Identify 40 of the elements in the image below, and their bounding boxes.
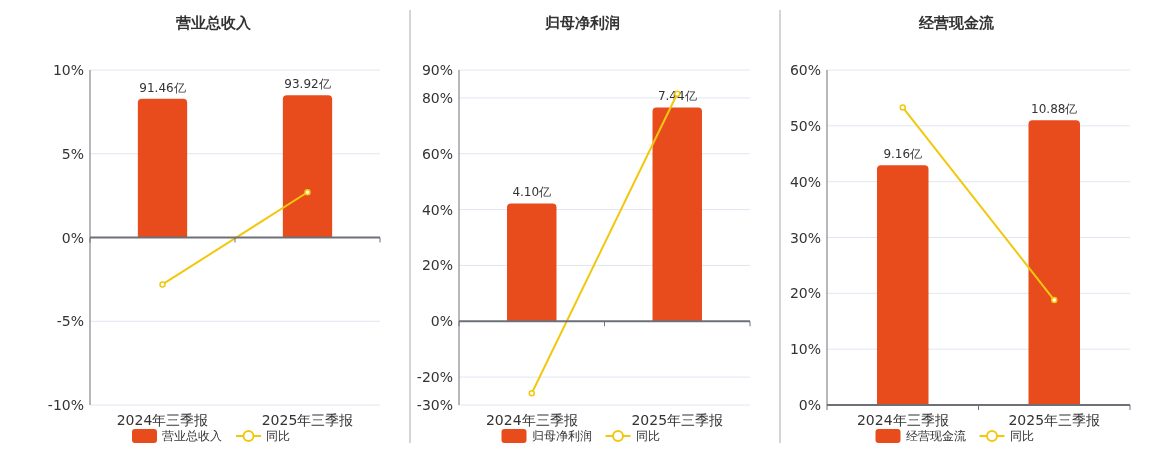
x-tick-label: 2025年三季报: [261, 412, 354, 428]
data-label: 91.46亿: [139, 80, 186, 95]
legend-label: 营业总收入: [162, 429, 222, 443]
data-label: 93.92亿: [284, 77, 331, 92]
y-tick-label: 50%: [789, 117, 821, 134]
legend-label: 归母净利润: [531, 429, 592, 443]
chart-title: 营业总收入: [174, 14, 252, 32]
data-label: 4.10亿: [512, 185, 552, 200]
legend-label: 经营现金流: [905, 429, 966, 443]
x-tick-label: 2024年三季报: [116, 412, 209, 428]
y-tick-label: 60%: [789, 62, 821, 78]
y-tick-label: 40%: [421, 201, 453, 218]
y-tick-label: 10%: [789, 341, 821, 358]
y-tick-label: 80%: [421, 89, 453, 106]
legend-label: 同比: [266, 429, 290, 443]
y-tick-label: 90%: [421, 62, 453, 78]
x-tick-label: 2025年三季报: [631, 412, 724, 428]
y-tick-label: 5%: [61, 145, 84, 162]
data-label: 9.16亿: [883, 147, 923, 162]
legend-label: 同比: [1009, 429, 1034, 443]
x-tick-label: 2025年三季报: [1008, 412, 1101, 428]
y-tick-label: -10%: [47, 397, 84, 413]
y-tick-label: -30%: [416, 397, 453, 413]
y-tick-label: 60%: [421, 145, 453, 162]
y-tick-label: 0%: [61, 229, 84, 246]
y-tick-label: 30%: [789, 229, 821, 246]
legend-label: 同比: [635, 429, 660, 443]
y-tick-label: 20%: [789, 285, 821, 302]
x-tick-label: 2024年三季报: [856, 412, 949, 428]
y-tick-label: 10%: [52, 62, 84, 78]
y-tick-label: 0%: [430, 313, 453, 330]
chart-title: 经营现金流: [918, 14, 995, 32]
y-tick-label: 0%: [798, 397, 821, 413]
y-tick-label: -20%: [416, 369, 453, 386]
x-tick-label: 2024年三季报: [485, 412, 578, 428]
data-label: 10.88亿: [1031, 102, 1078, 117]
y-tick-label: -5%: [56, 313, 84, 330]
chart-title: 归母净利润: [544, 14, 620, 32]
y-tick-label: 20%: [421, 257, 453, 274]
y-tick-label: 40%: [789, 173, 821, 190]
